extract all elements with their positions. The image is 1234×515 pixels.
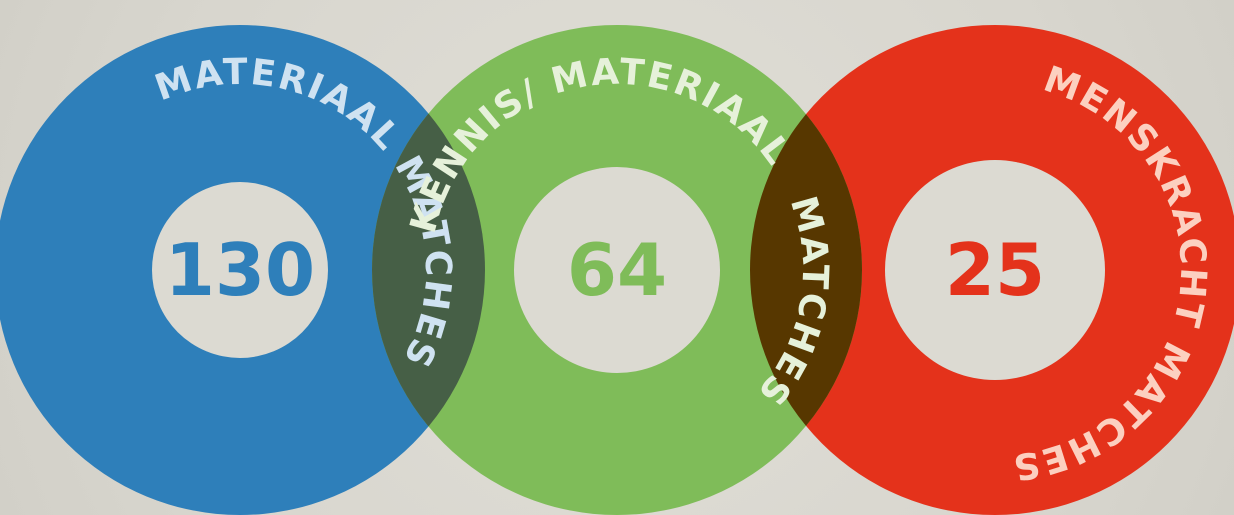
materiaal-inner-circle (152, 182, 328, 358)
kennis-materiaal-count: 64 (567, 228, 667, 312)
menskracht-count: 25 (945, 228, 1045, 312)
kennis-materiaal-inner-circle (514, 167, 720, 373)
materiaal-count: 130 (165, 228, 315, 312)
menskracht-inner-circle (885, 160, 1105, 380)
